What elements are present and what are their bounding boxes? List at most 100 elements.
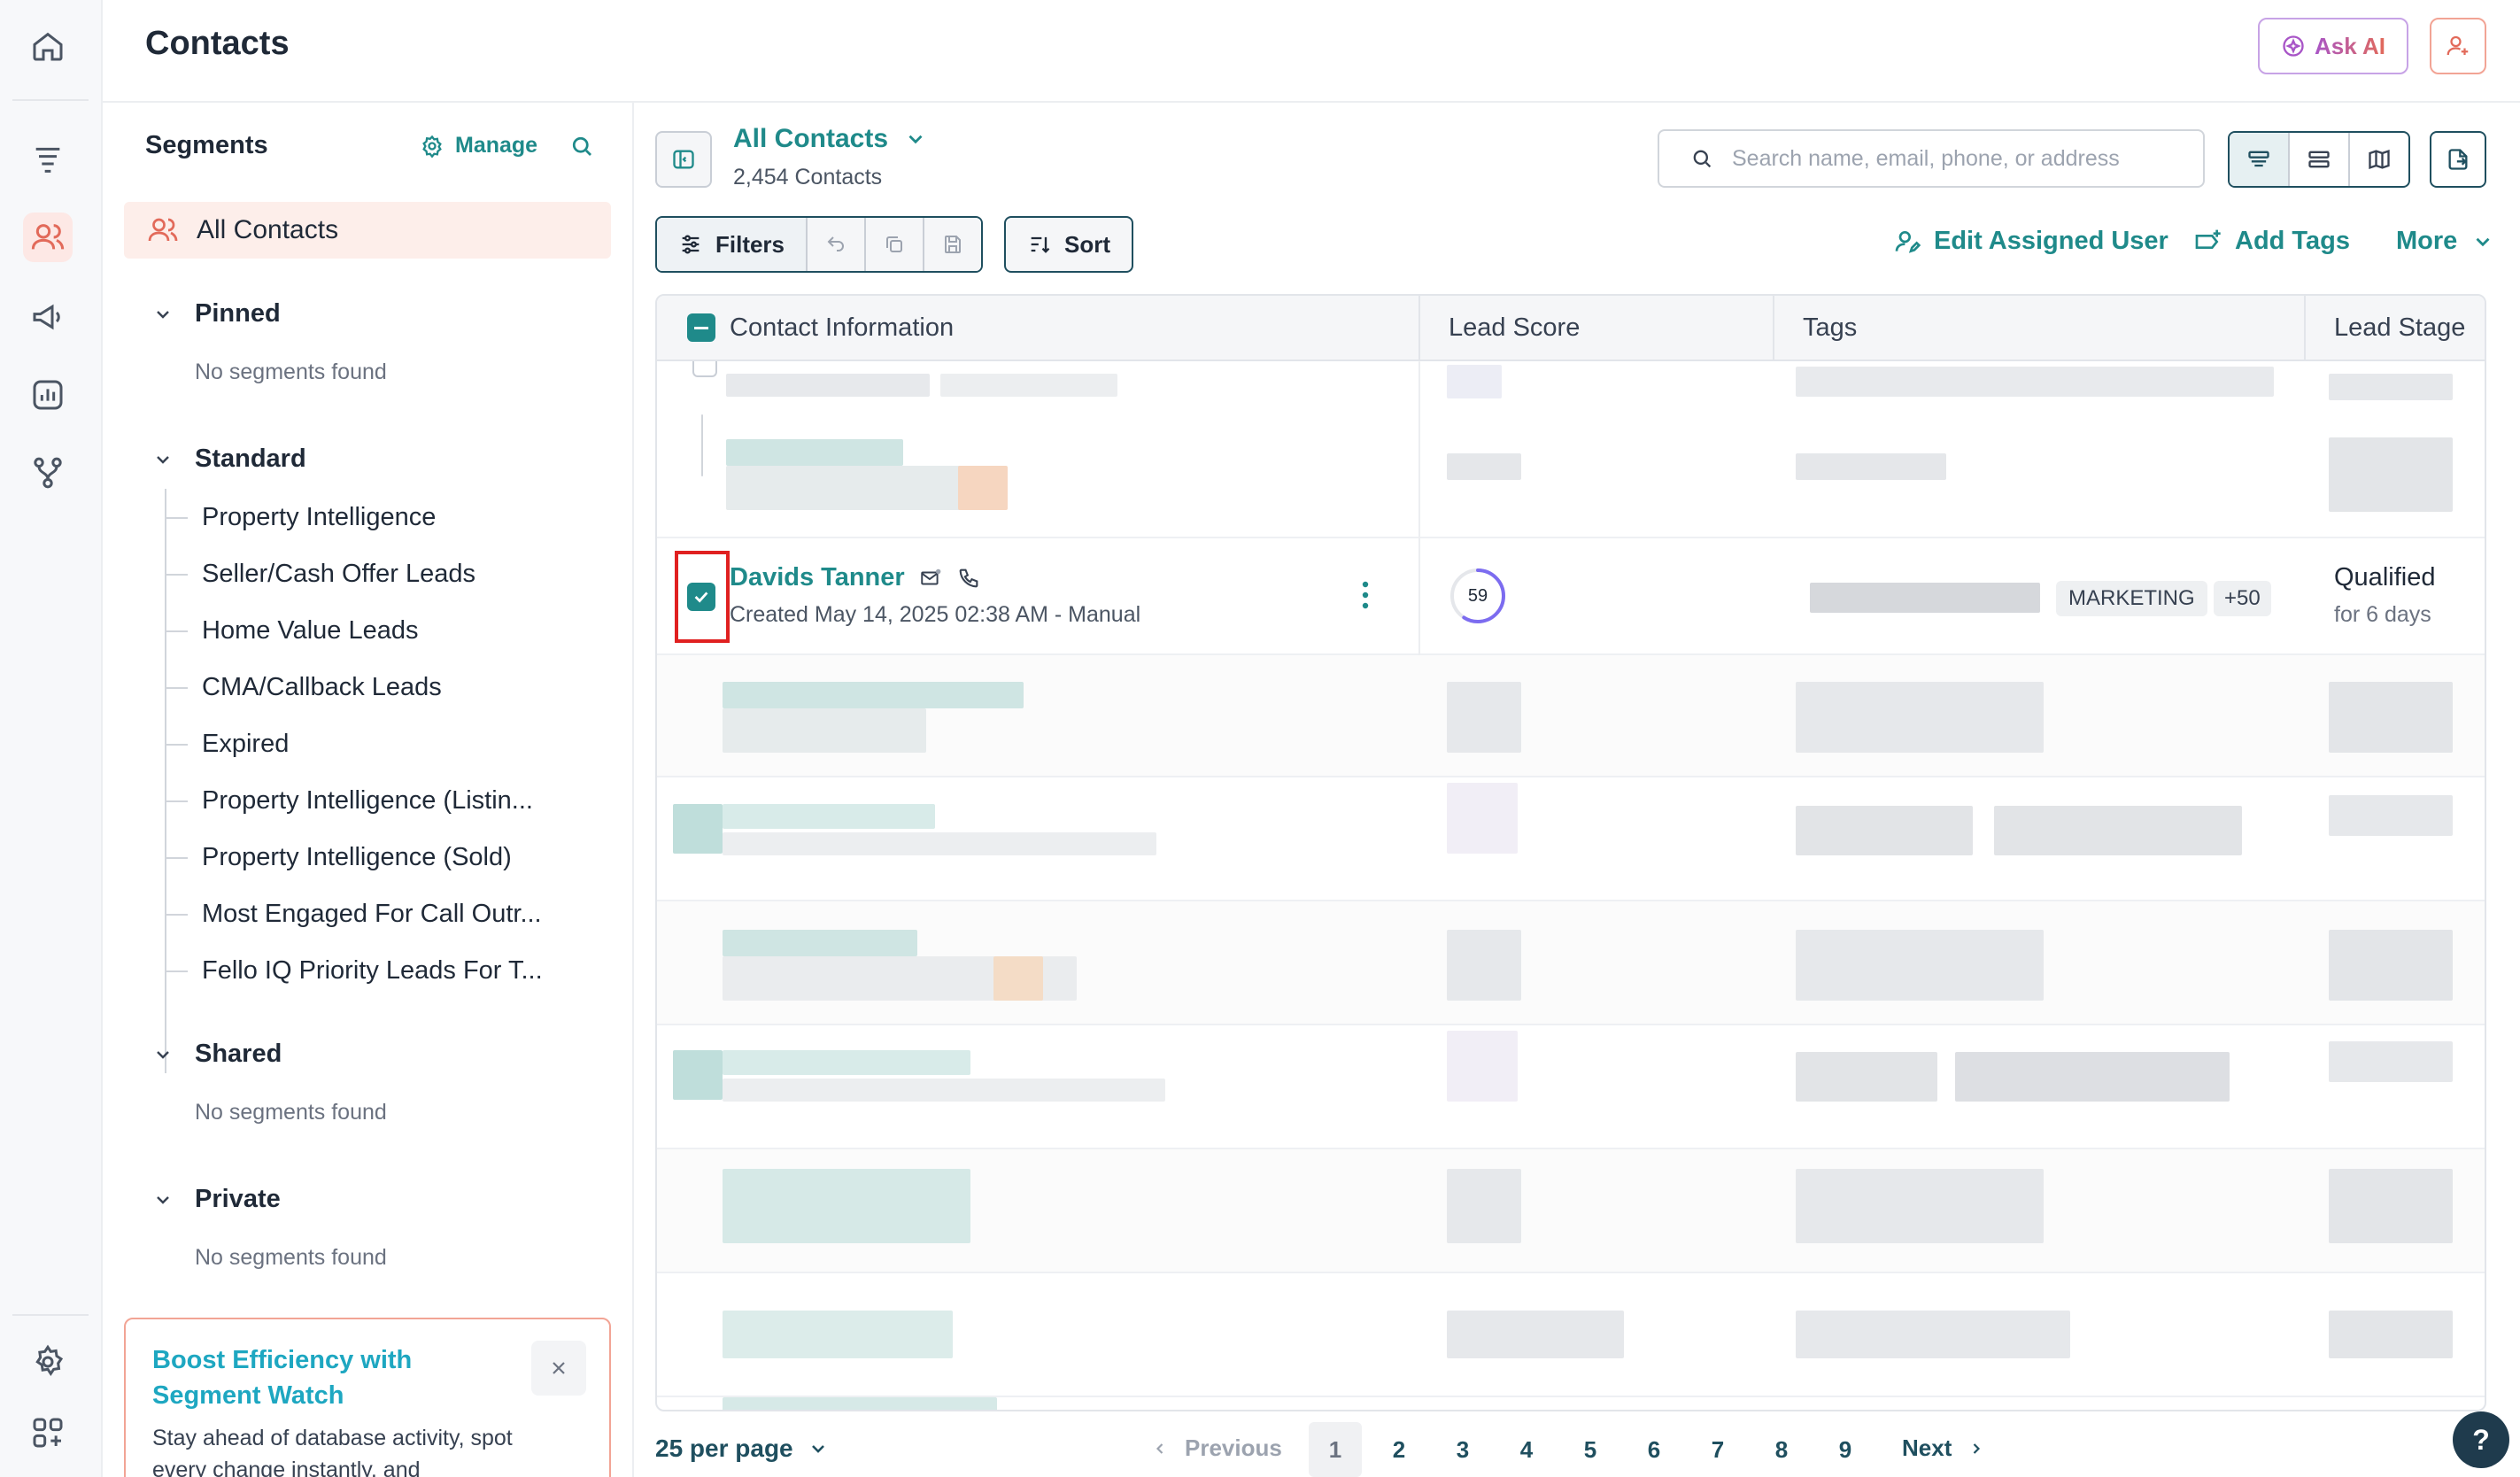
table-row-redacted[interactable]	[657, 361, 2485, 538]
page-2-button[interactable]: 2	[1392, 1435, 1406, 1463]
contact-name-link[interactable]: Davids Tanner	[730, 563, 905, 592]
apps-add-icon[interactable]	[23, 1408, 73, 1458]
table-view-button[interactable]	[2230, 133, 2290, 186]
table-row-redacted[interactable]	[657, 1273, 2485, 1397]
column-contact-information[interactable]: Contact Information	[730, 313, 955, 342]
segment-all-contacts[interactable]: All Contacts	[124, 202, 611, 259]
redacted-block	[1447, 930, 1521, 1001]
segment-item[interactable]: Property Intelligence (Listin...	[202, 786, 533, 815]
analytics-icon[interactable]	[23, 370, 73, 420]
page-5-button[interactable]: 5	[1583, 1435, 1597, 1463]
filters-button[interactable]: Filters	[657, 218, 808, 271]
table-row-selected[interactable]: Davids Tanner Created May 14, 2025 02:38…	[657, 538, 2485, 655]
table-row-redacted[interactable]	[657, 655, 2485, 777]
view-selector[interactable]: All Contacts	[733, 124, 927, 154]
table-row-redacted[interactable]	[657, 1025, 2485, 1149]
lead-score-value: 59	[1467, 585, 1488, 606]
segment-item[interactable]: Home Value Leads	[202, 616, 419, 645]
toggle-sidebar-button[interactable]	[655, 131, 712, 188]
more-actions-button[interactable]: More	[2396, 227, 2494, 256]
email-icon[interactable]	[917, 567, 944, 590]
tree-tick	[165, 800, 188, 802]
redacted-block	[1447, 1311, 1624, 1358]
redacted-block	[726, 439, 903, 466]
manage-label: Manage	[455, 133, 538, 158]
segment-item[interactable]: Property Intelligence	[202, 503, 437, 531]
edit-assigned-user-button[interactable]: Edit Assigned User	[1893, 227, 2168, 256]
segment-item[interactable]: Most Engaged For Call Outr...	[202, 900, 542, 928]
redacted-block	[1796, 930, 2044, 1001]
column-lead-score[interactable]: Lead Score	[1449, 313, 1581, 342]
filters-label: Filters	[715, 230, 785, 258]
page-3-button[interactable]: 3	[1456, 1435, 1470, 1463]
page-4-button[interactable]: 4	[1519, 1435, 1534, 1463]
segment-item[interactable]: Fello IQ Priority Leads For T...	[202, 956, 543, 985]
group-pinned[interactable]: Pinned	[152, 299, 281, 329]
manage-segments-button[interactable]: Manage	[420, 133, 537, 159]
page-8-button[interactable]: 8	[1774, 1435, 1789, 1463]
settings-gear-icon[interactable]	[23, 1337, 73, 1387]
column-lead-stage[interactable]: Lead Stage	[2334, 313, 2466, 342]
home-icon[interactable]	[23, 21, 73, 71]
megaphone-icon[interactable]	[23, 292, 73, 342]
add-contact-button[interactable]	[2430, 18, 2486, 74]
tag-chip[interactable]: MARKETING	[2056, 581, 2207, 616]
segment-item[interactable]: Property Intelligence (Sold)	[202, 843, 512, 871]
row-checkbox-checked[interactable]	[687, 583, 715, 611]
previous-page-button[interactable]: Previous	[1151, 1434, 1282, 1462]
contacts-icon[interactable]	[23, 213, 73, 262]
private-empty-text: No segments found	[195, 1245, 387, 1270]
table-header: Contact Information Lead Score Tags Lead…	[657, 296, 2485, 361]
page-1-button[interactable]: 1	[1309, 1422, 1362, 1477]
segment-item[interactable]: CMA/Callback Leads	[202, 673, 442, 701]
select-all-checkbox[interactable]	[687, 313, 715, 342]
map-view-button[interactable]	[2350, 133, 2408, 186]
lead-stage-duration: for 6 days	[2334, 602, 2431, 627]
search-segments-icon[interactable]	[568, 133, 595, 159]
page-7-button[interactable]: 7	[1711, 1435, 1725, 1463]
redacted-block	[723, 804, 935, 829]
user-edit-icon	[1895, 230, 1921, 253]
row-menu-icon[interactable]	[1360, 579, 1371, 611]
close-promo-button[interactable]	[531, 1341, 586, 1396]
top-header: Contacts Ask AI	[103, 0, 2520, 103]
group-standard[interactable]: Standard	[152, 445, 306, 474]
more-tags-chip[interactable]: +50	[2214, 581, 2271, 616]
export-button[interactable]	[2430, 131, 2486, 188]
workflow-icon[interactable]	[23, 448, 73, 498]
page-9-button[interactable]: 9	[1838, 1435, 1852, 1463]
ask-ai-button[interactable]: Ask AI	[2258, 18, 2408, 74]
phone-icon[interactable]	[956, 566, 981, 591]
table-row-redacted[interactable]	[657, 1149, 2485, 1273]
chevron-down-icon	[811, 1445, 824, 1453]
segment-item[interactable]: Seller/Cash Offer Leads	[202, 560, 475, 588]
search-input[interactable]: Search name, email, phone, or address	[1658, 129, 2205, 188]
group-shared[interactable]: Shared	[152, 1040, 282, 1069]
table-row-redacted[interactable]	[657, 777, 2485, 901]
per-page-select[interactable]: 25 per page	[655, 1434, 829, 1463]
undo-filter-button[interactable]	[808, 218, 866, 271]
sort-button[interactable]: Sort	[1004, 216, 1133, 273]
duplicate-filter-button[interactable]	[866, 218, 924, 271]
column-tags[interactable]: Tags	[1803, 313, 1858, 342]
save-filter-button[interactable]	[924, 218, 981, 271]
funnel-icon[interactable]	[23, 135, 73, 184]
redacted-block	[1955, 1052, 2230, 1102]
group-private[interactable]: Private	[152, 1185, 281, 1214]
page-6-button[interactable]: 6	[1647, 1435, 1661, 1463]
table-row-redacted[interactable]	[657, 901, 2485, 1025]
redacted-block	[723, 930, 917, 956]
list-view-button[interactable]	[2290, 133, 2350, 186]
help-button[interactable]: ?	[2453, 1411, 2509, 1468]
column-divider	[1418, 296, 1420, 361]
left-rail	[0, 0, 103, 1477]
row-checkbox[interactable]	[692, 361, 717, 377]
contact-name-line: Davids Tanner	[730, 563, 981, 592]
next-page-button[interactable]: Next	[1902, 1434, 1985, 1462]
add-tags-button[interactable]: Add Tags	[2192, 227, 2350, 256]
table-row-redacted[interactable]	[657, 1397, 2485, 1410]
copy-icon	[886, 236, 902, 252]
pinned-empty-text: No segments found	[195, 360, 387, 384]
segment-item[interactable]: Expired	[202, 730, 290, 758]
redacted-block	[1447, 365, 1502, 398]
